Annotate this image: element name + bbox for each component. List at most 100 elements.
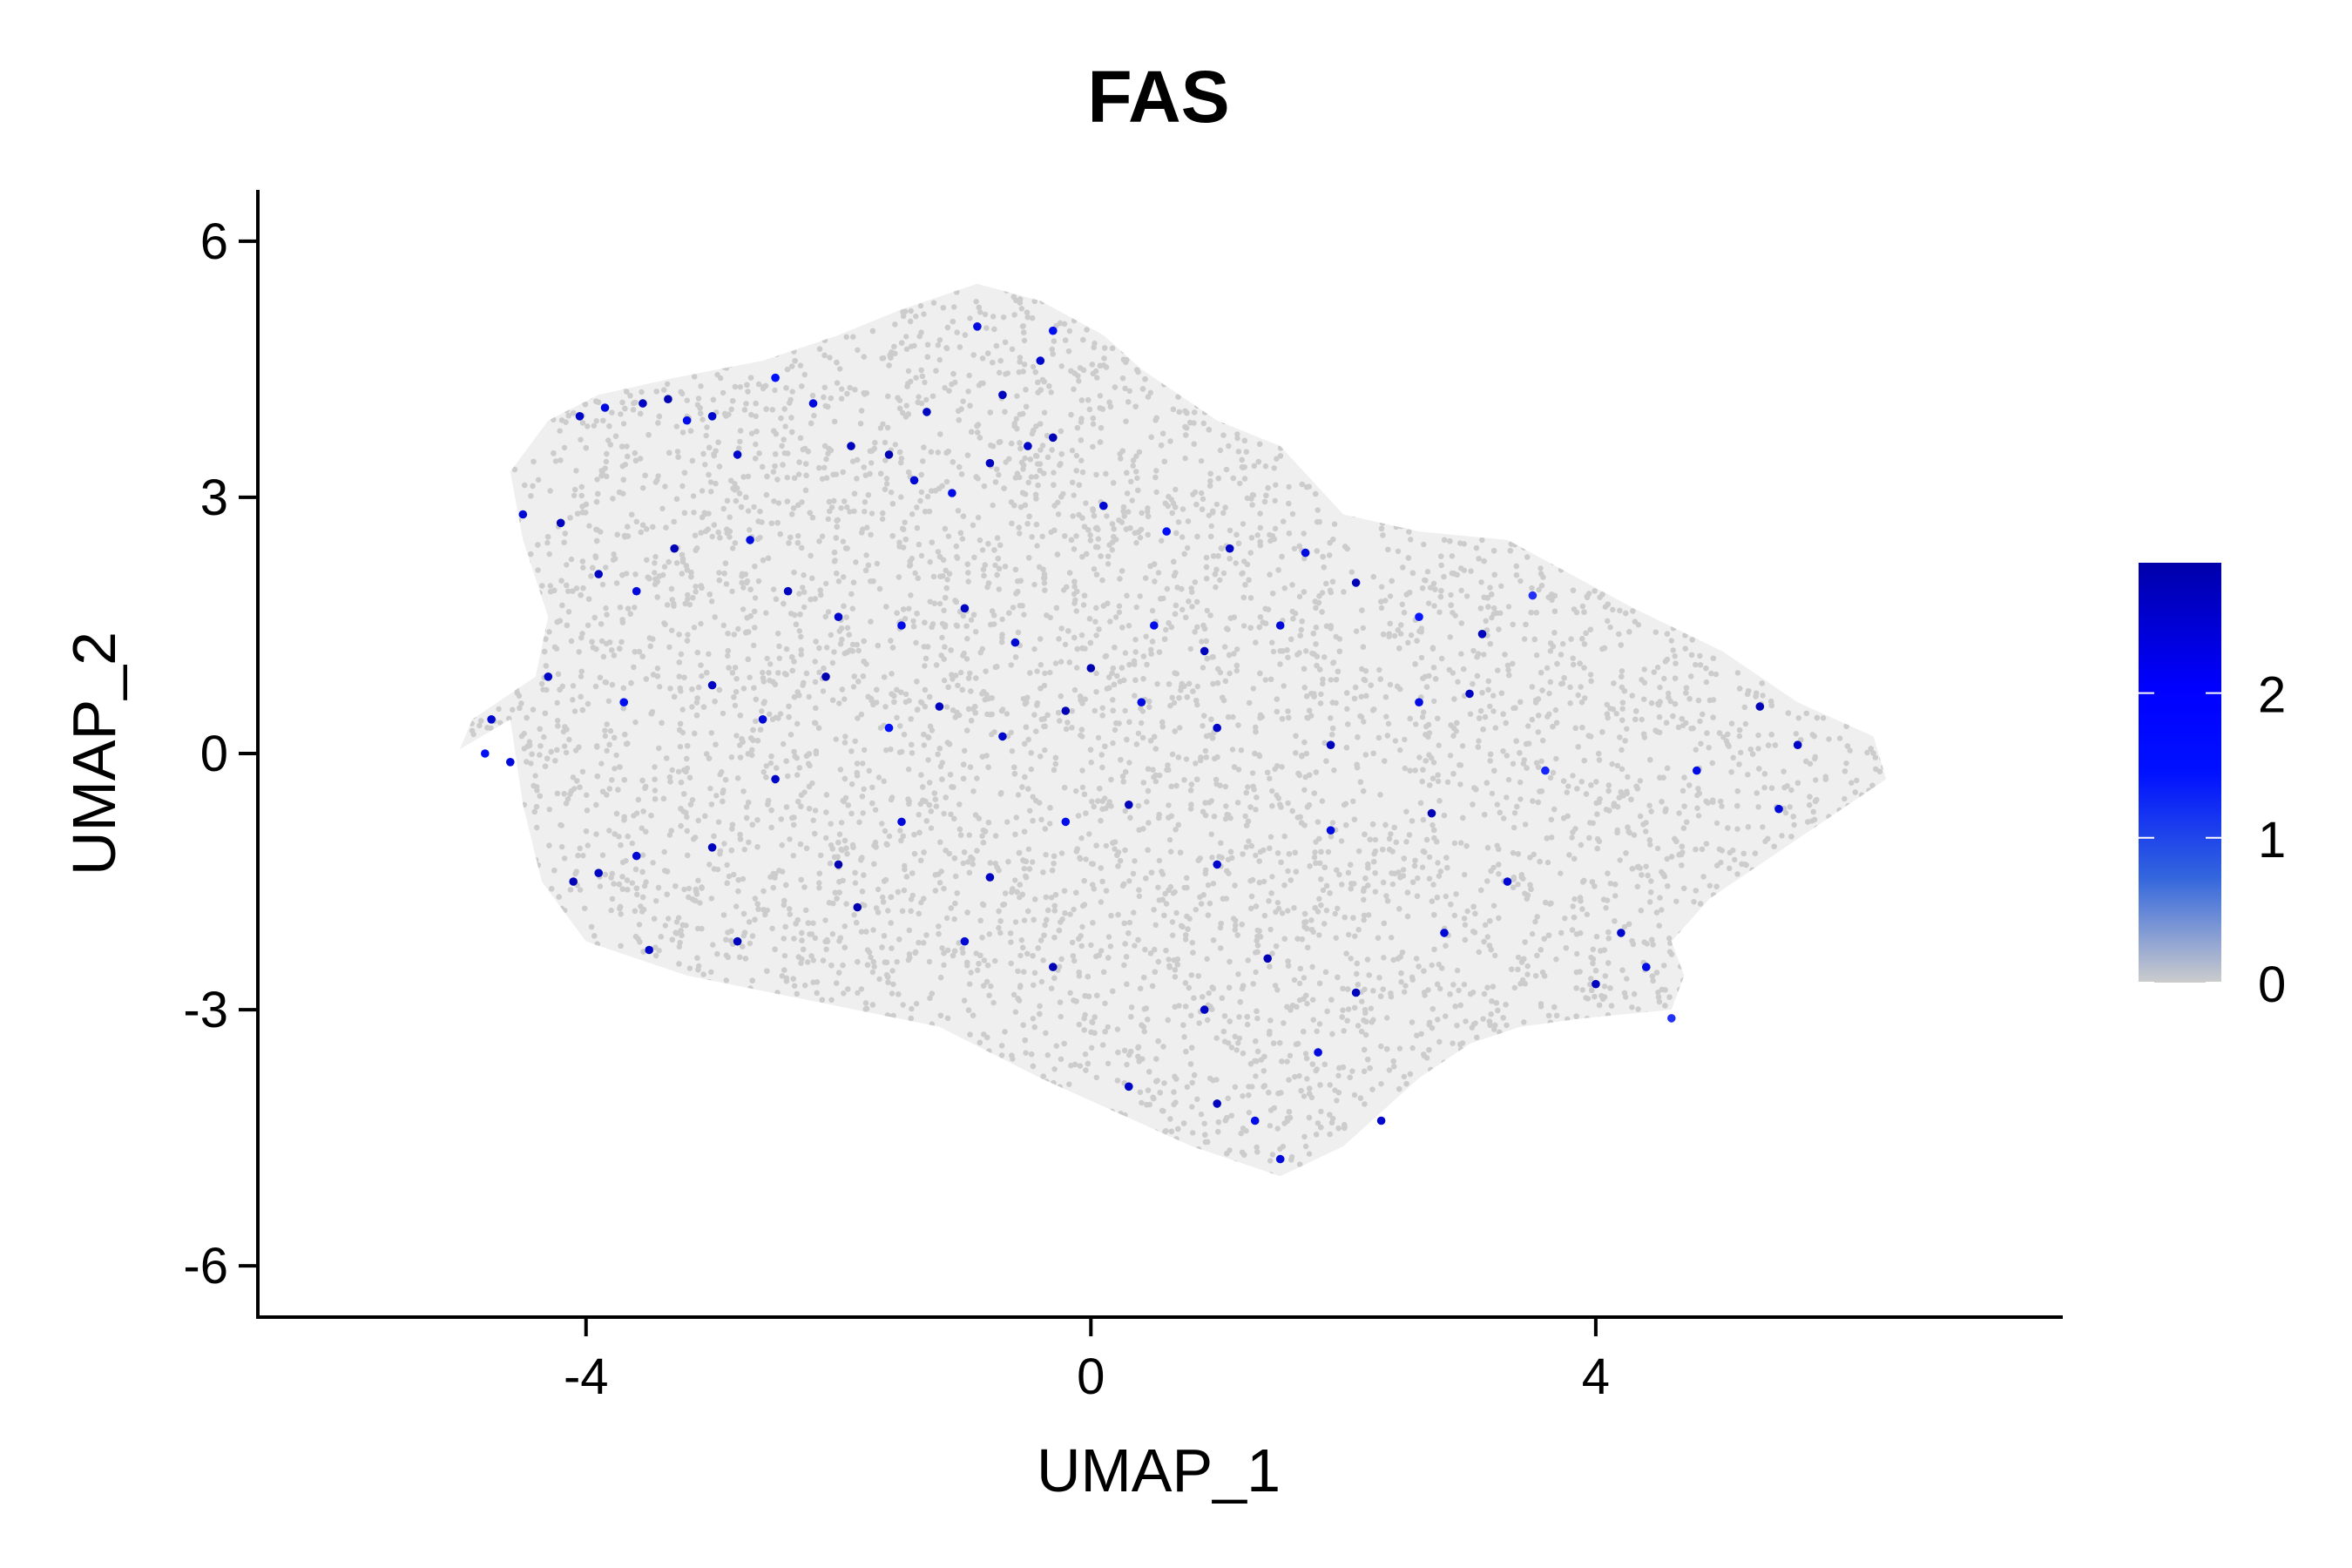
background-cell xyxy=(656,948,662,954)
background-cell xyxy=(990,314,997,320)
background-cell xyxy=(1563,517,1569,523)
background-cell xyxy=(686,1108,692,1114)
background-cell xyxy=(448,520,453,525)
background-cell xyxy=(868,954,874,961)
background-cell xyxy=(1744,1065,1750,1071)
background-cell xyxy=(598,274,603,279)
background-cell xyxy=(484,1080,491,1086)
background-cell xyxy=(1853,1024,1859,1030)
background-cell xyxy=(695,1069,701,1076)
background-cell xyxy=(1376,481,1382,488)
background-cell xyxy=(481,1051,487,1058)
background-cell xyxy=(501,504,508,511)
background-cell xyxy=(472,1074,479,1081)
background-cell xyxy=(1655,344,1662,350)
background-cell xyxy=(583,1074,589,1080)
background-cell xyxy=(558,1026,564,1032)
background-cell xyxy=(1460,502,1466,509)
background-cell xyxy=(568,395,574,402)
background-cell xyxy=(1083,500,1089,506)
background-cell xyxy=(1685,1092,1691,1098)
background-cell xyxy=(1565,783,1571,789)
background-cell xyxy=(1862,463,1869,469)
background-cell xyxy=(1767,1163,1774,1170)
background-cell xyxy=(673,1012,680,1019)
background-cell xyxy=(526,407,532,413)
background-cell xyxy=(1450,1040,1456,1046)
background-cell xyxy=(615,1093,622,1099)
background-cell xyxy=(1428,409,1435,416)
background-cell xyxy=(1684,459,1690,465)
background-cell xyxy=(512,891,518,898)
background-cell xyxy=(1863,547,1869,553)
background-cell xyxy=(825,516,831,523)
background-cell xyxy=(1775,1000,1782,1007)
background-cell xyxy=(603,605,609,612)
background-cell xyxy=(1023,1050,1029,1056)
background-cell xyxy=(1664,1154,1670,1160)
background-cell xyxy=(1024,287,1031,294)
background-cell xyxy=(508,656,514,662)
background-cell xyxy=(1697,311,1704,317)
background-cell xyxy=(1413,496,1420,503)
background-cell xyxy=(684,814,690,821)
background-cell xyxy=(951,916,957,923)
background-cell xyxy=(1571,339,1578,345)
background-cell xyxy=(953,1043,959,1049)
background-cell xyxy=(1361,916,1367,923)
background-cell xyxy=(1827,632,1834,639)
background-cell xyxy=(1234,288,1240,294)
background-cell xyxy=(1414,325,1420,331)
background-cell xyxy=(1727,422,1733,429)
background-cell xyxy=(872,807,879,813)
background-cell xyxy=(1594,1050,1600,1057)
background-cell xyxy=(1432,497,1439,504)
background-cell xyxy=(1332,429,1338,436)
background-cell xyxy=(1774,532,1780,538)
background-cell xyxy=(874,560,881,567)
background-cell xyxy=(1397,747,1403,754)
background-cell xyxy=(1116,609,1123,616)
background-cell xyxy=(498,844,504,850)
background-cell xyxy=(1538,543,1544,549)
background-cell xyxy=(1716,1006,1723,1013)
background-cell xyxy=(1686,339,1693,345)
background-cell xyxy=(643,1174,650,1177)
background-cell xyxy=(1835,938,1842,944)
background-cell xyxy=(1584,446,1591,452)
background-cell xyxy=(469,720,475,727)
background-cell xyxy=(1525,723,1531,729)
background-cell xyxy=(459,1064,463,1071)
background-cell xyxy=(1122,808,1128,814)
background-cell xyxy=(1337,375,1343,381)
background-cell xyxy=(1738,1055,1744,1061)
background-cell xyxy=(769,925,775,932)
background-cell xyxy=(1561,300,1567,306)
background-cell xyxy=(1301,341,1307,347)
background-cell xyxy=(864,1161,870,1167)
background-cell xyxy=(521,983,527,990)
background-cell xyxy=(1654,845,1661,852)
background-cell xyxy=(1489,275,1494,280)
background-cell xyxy=(1747,612,1754,618)
background-cell xyxy=(1247,348,1254,355)
background-cell xyxy=(1347,448,1353,455)
background-cell xyxy=(1790,324,1796,330)
background-cell xyxy=(713,1132,720,1139)
background-cell xyxy=(1182,389,1188,395)
background-cell xyxy=(1673,1121,1680,1127)
background-cell xyxy=(1663,606,1670,613)
background-cell xyxy=(465,1090,471,1096)
background-cell xyxy=(680,1123,686,1129)
background-cell xyxy=(1816,933,1822,939)
background-cell xyxy=(1738,749,1744,756)
background-cell xyxy=(834,1068,841,1074)
background-cell xyxy=(497,932,503,939)
background-cell xyxy=(796,628,802,634)
background-cell xyxy=(1377,432,1384,438)
background-cell xyxy=(1766,1173,1772,1177)
background-cell xyxy=(1732,1040,1738,1046)
background-cell xyxy=(520,640,526,646)
background-cell xyxy=(557,1098,563,1105)
background-cell xyxy=(1255,422,1261,428)
